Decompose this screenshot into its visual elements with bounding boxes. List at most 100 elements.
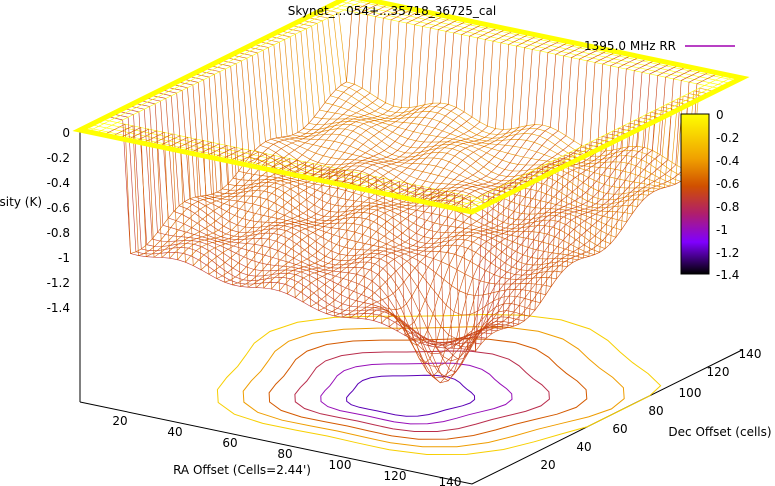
surface-col-line	[385, 59, 656, 373]
surface-col-line	[338, 49, 609, 327]
surface-col-line	[166, 13, 437, 267]
surface-col-line	[111, 2, 382, 257]
surface-col-line	[283, 38, 554, 308]
surface-col-line	[440, 71, 711, 351]
surface-col-line	[173, 15, 445, 271]
colorbar-tick-label: -1	[716, 223, 728, 237]
contour-line	[268, 338, 588, 440]
surface-row-line	[155, 92, 548, 378]
surface-col-line	[330, 48, 602, 319]
surface-col-line	[299, 41, 570, 315]
surface-plateau	[72, 0, 750, 215]
surface-col-line	[362, 54, 633, 377]
y-tick-label: 100	[679, 386, 702, 400]
surface-col-line	[126, 5, 398, 258]
surface-col-line	[464, 76, 735, 211]
y-axis-label: Dec Offset (cells)	[668, 425, 771, 439]
surface-col-line	[291, 40, 562, 311]
surface-col-line	[307, 43, 578, 317]
surface-col-line	[134, 7, 406, 259]
colorbar-tick-label: -0.2	[716, 131, 739, 145]
z-tick-label: -1.4	[47, 301, 70, 315]
plateau-rim	[72, 0, 750, 215]
surface-col-line	[142, 8, 413, 259]
y-tick-label: 120	[707, 365, 730, 379]
surface-col-line	[401, 62, 672, 348]
surface-col-line	[315, 44, 586, 318]
x-axis-label: RA Offset (Cells=2.44')	[173, 463, 311, 477]
surface-col-line	[236, 28, 507, 289]
contour-line	[216, 313, 662, 456]
z-tick-label: -0.8	[47, 226, 70, 240]
surface-col-line	[181, 17, 453, 275]
surface-col-line	[220, 25, 492, 288]
x-tick-label: 60	[222, 436, 237, 450]
surface-col-line	[87, 0, 354, 132]
contour-line	[294, 350, 550, 432]
legend-label: 1395.0 MHz RR	[584, 39, 676, 53]
z-axis-ticks: 0 -0.2 -0.4 -0.6 -0.8 -1 -1.2 -1.4	[47, 126, 70, 315]
contour-projections	[216, 313, 662, 456]
surface-col-line	[432, 69, 703, 350]
surface-col-line	[103, 0, 374, 254]
y-tick-label: 20	[540, 458, 555, 472]
surface-col-line	[268, 35, 539, 299]
colorbar-tick-label: -1.2	[716, 246, 739, 260]
colorbar-tick-label: -0.4	[716, 154, 739, 168]
y-tick-label: 40	[576, 440, 591, 454]
x-tick-label: 100	[329, 458, 352, 472]
surface-col-line	[205, 21, 476, 286]
z-tick-label: -1.2	[47, 276, 70, 290]
z-tick-label: -1	[58, 251, 70, 265]
surface-col-line	[189, 18, 460, 280]
y-tick-label: 80	[648, 404, 663, 418]
colorbar-gradient	[680, 113, 710, 275]
surface-col-line	[275, 36, 547, 303]
contour-line	[346, 374, 476, 417]
base-plane	[79, 130, 743, 485]
surface-row-line	[160, 89, 554, 362]
x-tick-label: 140	[439, 475, 462, 486]
legend: 1395.0 MHz RR	[584, 39, 735, 53]
colorbar-tick-label: -0.8	[716, 200, 739, 214]
surface-mesh	[79, 0, 743, 384]
base-plane-edge	[79, 349, 743, 485]
z-tick-label: -0.2	[47, 151, 70, 165]
surface-col-line	[424, 67, 696, 349]
surface-col-line	[150, 10, 421, 261]
y-tick-label: 60	[612, 422, 627, 436]
colorbar-tick-label: -1.4	[716, 268, 739, 282]
surface-col-line	[448, 72, 719, 352]
contour-line	[320, 362, 513, 425]
x-tick-label: 80	[277, 447, 292, 461]
colorbar-tick-label: 0	[716, 108, 724, 122]
z-tick-label: -0.4	[47, 176, 70, 190]
surface-col-line	[416, 66, 688, 349]
y-tick-label: 140	[739, 347, 762, 361]
surface-row-line	[279, 30, 672, 201]
surface-col-line	[409, 64, 680, 348]
y-axis-ticks: 20 40 60 80 100 120 140	[540, 347, 761, 472]
x-tick-label: 120	[384, 469, 407, 483]
x-tick-label: 20	[112, 414, 127, 428]
surface-col-line	[119, 3, 390, 258]
x-axis-ticks: 20 40 60 80 100 120 140	[112, 414, 461, 486]
contour-line	[242, 326, 625, 448]
colorbar-tick-label: -0.6	[716, 177, 739, 191]
surface-col-line	[213, 23, 484, 287]
surface-col-line	[456, 74, 727, 209]
z-tick-label: -0.6	[47, 201, 70, 215]
chart-title: Skynet_...054+...35718_36725_cal	[288, 4, 496, 18]
z-axis-label: Intensity (K)	[0, 195, 42, 209]
surface-col-line	[252, 31, 523, 292]
surface-col-line	[158, 12, 429, 263]
surface-row-line	[252, 43, 645, 231]
surface-col-line	[197, 20, 468, 283]
surface-col-line	[354, 53, 625, 364]
surface-col-line	[260, 33, 531, 295]
colorbar: 0 -0.2 -0.4 -0.6 -0.8 -1 -1.2 -1.4	[680, 108, 739, 282]
surface-col-line	[95, 0, 365, 134]
surface-col-line	[244, 30, 515, 290]
surface-col-line	[322, 46, 594, 319]
